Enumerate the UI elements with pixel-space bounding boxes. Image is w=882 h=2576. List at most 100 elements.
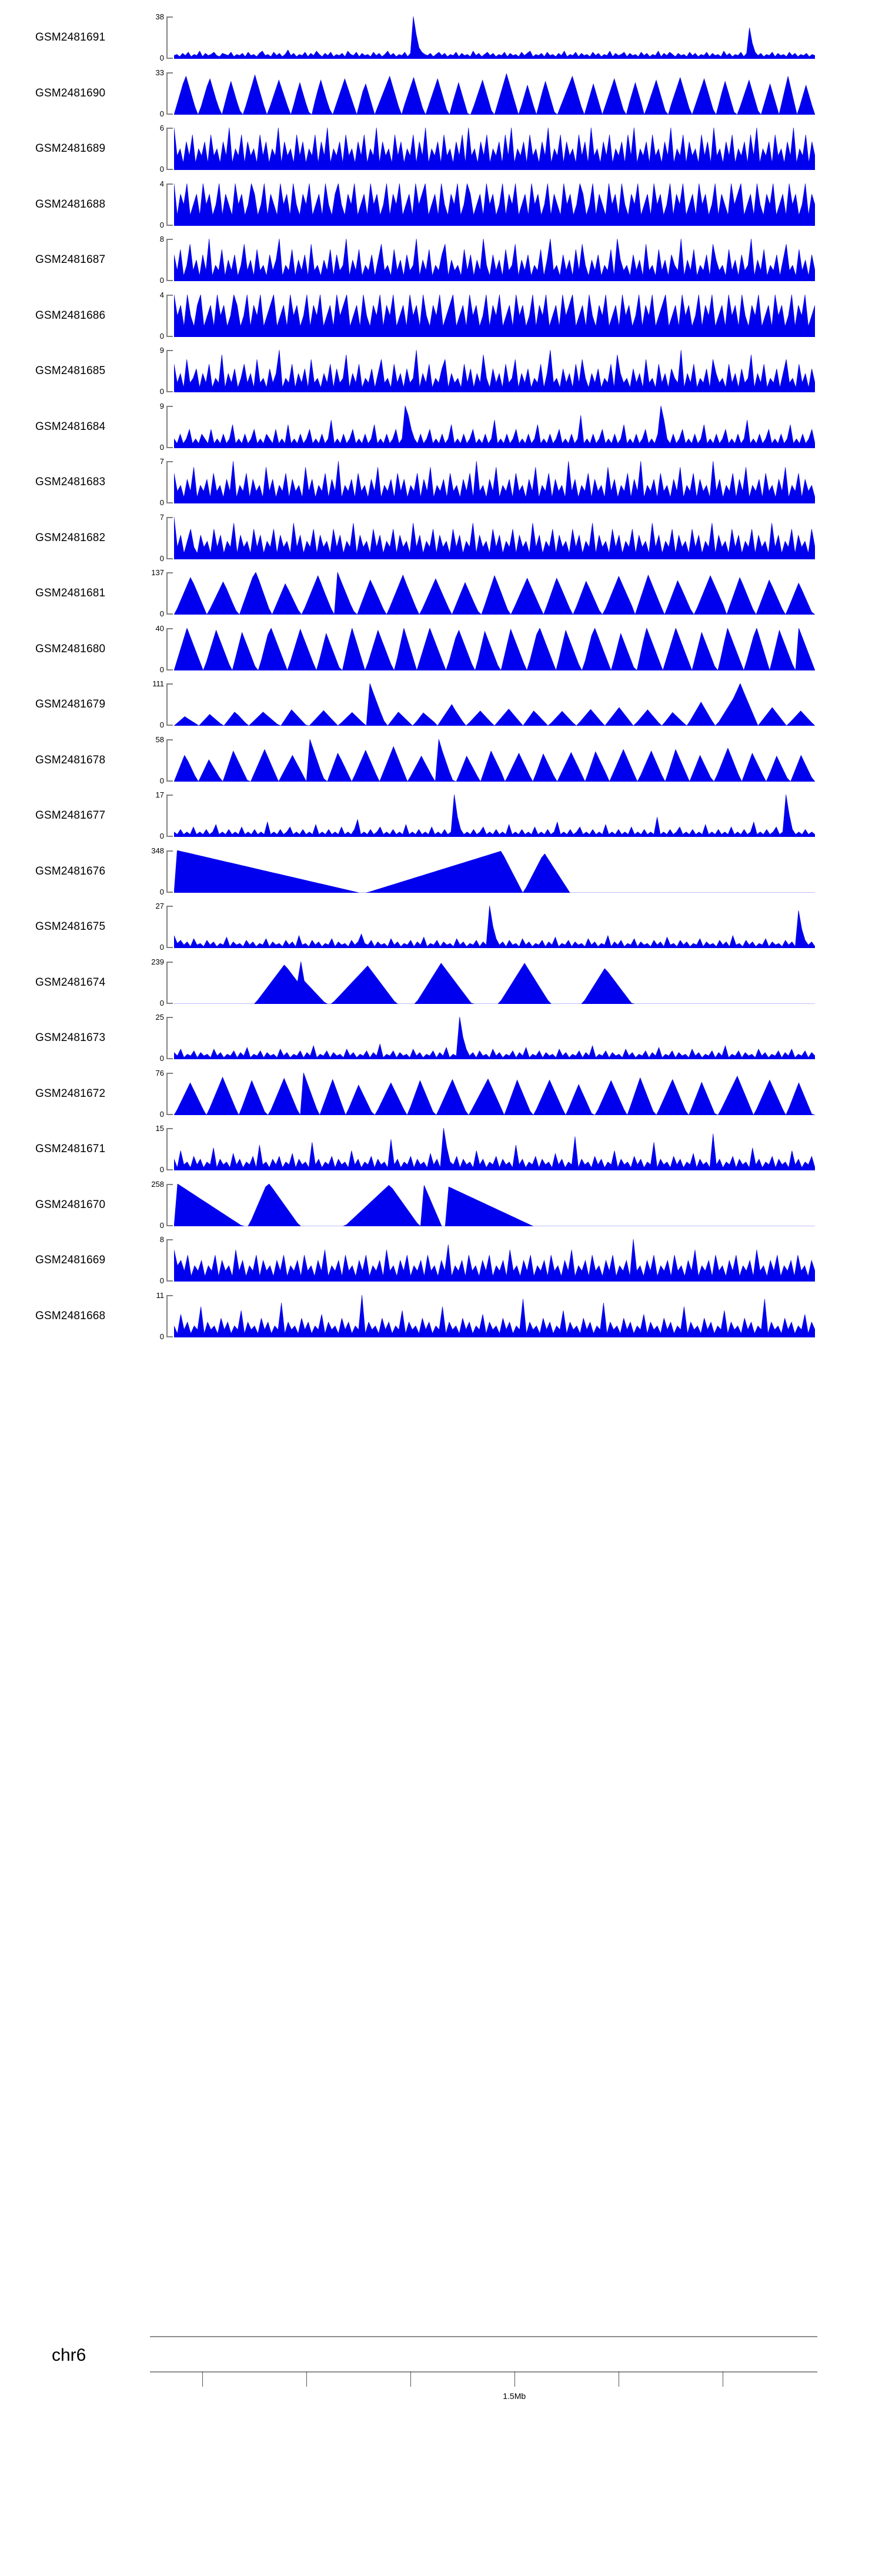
y-axis-bracket [166,1072,173,1115]
coverage-plot[interactable] [174,906,815,948]
y-axis-bracket [166,795,173,837]
coverage-plot[interactable] [174,16,815,59]
y-axis-min-label: 0 [159,665,164,674]
coverage-plot[interactable] [174,572,815,615]
coverage-track: GSM2481675 27 0 [0,902,882,952]
coverage-plot[interactable] [174,628,815,670]
track-label: GSM2481672 [35,1087,106,1100]
y-axis-min-label: 0 [159,1276,164,1285]
track-y-axis: 58 0 [138,735,173,785]
y-axis-bracket [166,461,173,503]
track-y-axis: 137 0 [138,569,173,618]
y-axis-bracket [166,850,173,893]
y-axis-max-label: 11 [156,1290,165,1300]
coverage-plot[interactable] [174,461,815,503]
y-axis-min-label: 0 [159,720,164,729]
track-label: GSM2481681 [35,587,106,599]
track-label: GSM2481682 [35,531,106,544]
track-label: GSM2481688 [35,198,106,211]
coverage-plot[interactable] [174,239,815,281]
y-axis-min-label: 0 [159,1220,164,1230]
coverage-plot[interactable] [174,739,815,782]
y-axis-bracket [166,516,173,559]
y-axis-min-label: 0 [159,442,164,452]
coverage-plot[interactable] [174,1294,815,1337]
coverage-track: GSM2481670 258 0 [0,1180,882,1230]
coverage-plot[interactable] [174,405,815,448]
coverage-plot[interactable] [174,1072,815,1115]
y-axis-max-label: 9 [159,401,164,411]
coverage-track: GSM2481686 4 0 [0,291,882,340]
y-axis-min-label: 0 [159,998,164,1007]
track-label: GSM2481676 [35,865,106,877]
y-axis-max-label: 15 [155,1124,164,1133]
y-axis-bracket [166,683,173,726]
coverage-plot[interactable] [174,350,815,392]
track-label: GSM2481670 [35,1198,106,1211]
y-axis-min-label: 0 [159,776,164,785]
y-axis-min-label: 0 [159,887,164,896]
y-axis-max-label: 348 [151,846,164,855]
y-axis-min-label: 0 [159,109,164,118]
track-y-axis: 76 0 [138,1069,173,1118]
y-axis-bracket [166,405,173,448]
coverage-track: GSM2481682 7 0 [0,513,882,562]
y-axis-min-label: 0 [159,943,164,952]
coverage-track: GSM2481679 111 0 [0,680,882,729]
track-label: GSM2481679 [35,698,106,710]
ruler-line-bottom [150,2371,817,2373]
y-axis-max-label: 58 [155,735,164,744]
coverage-track: GSM2481671 15 0 [0,1124,882,1173]
coverage-plot[interactable] [174,183,815,226]
coverage-track: GSM2481689 6 0 [0,124,882,173]
coverage-track: GSM2481683 7 0 [0,457,882,506]
y-axis-bracket [166,572,173,615]
coverage-plot[interactable] [174,1239,815,1282]
coverage-plot[interactable] [174,1183,815,1226]
track-label: GSM2481691 [35,31,106,44]
y-axis-max-label: 8 [159,1235,164,1244]
coverage-plot[interactable] [174,1017,815,1059]
coverage-track: GSM2481680 40 0 [0,625,882,674]
coverage-plot[interactable] [174,961,815,1004]
y-axis-min-label: 0 [159,609,164,618]
coverage-track: GSM2481668 11 0 [0,1290,882,1340]
y-axis-bracket [166,739,173,782]
y-axis-bracket [166,239,173,281]
coverage-plot[interactable] [174,72,815,115]
coverage-plot[interactable] [174,294,815,337]
coverage-plot[interactable] [174,683,815,726]
coverage-track: GSM2481672 76 0 [0,1069,882,1118]
y-axis-min-label: 0 [159,387,164,396]
y-axis-max-label: 7 [159,512,164,522]
y-axis-bracket [166,1239,173,1282]
coverage-track: GSM2481674 239 0 [0,958,882,1007]
coverage-plot[interactable] [174,516,815,559]
coverage-track: GSM2481678 58 0 [0,735,882,785]
track-y-axis: 27 0 [138,902,173,952]
y-axis-max-label: 6 [159,124,164,132]
y-axis-max-label: 7 [159,457,164,466]
track-y-axis: 111 0 [138,680,173,729]
y-axis-bracket [166,1017,173,1059]
y-axis-bracket [166,16,173,59]
y-axis-bracket [166,1128,173,1170]
coverage-plot[interactable] [174,128,815,170]
track-y-axis: 33 0 [138,69,173,118]
y-axis-max-label: 27 [155,902,164,910]
y-axis-max-label: 38 [155,12,164,21]
track-label: GSM2481683 [35,476,106,488]
coverage-plot[interactable] [174,795,815,837]
coverage-plot[interactable] [174,850,815,893]
coverage-track: GSM2481690 33 0 [0,69,882,118]
coverage-plot[interactable] [174,1128,815,1170]
y-axis-min-label: 0 [159,165,164,173]
y-axis-max-label: 258 [151,1179,164,1189]
y-axis-max-label: 25 [155,1013,164,1022]
ruler-line-top [150,2336,817,2337]
